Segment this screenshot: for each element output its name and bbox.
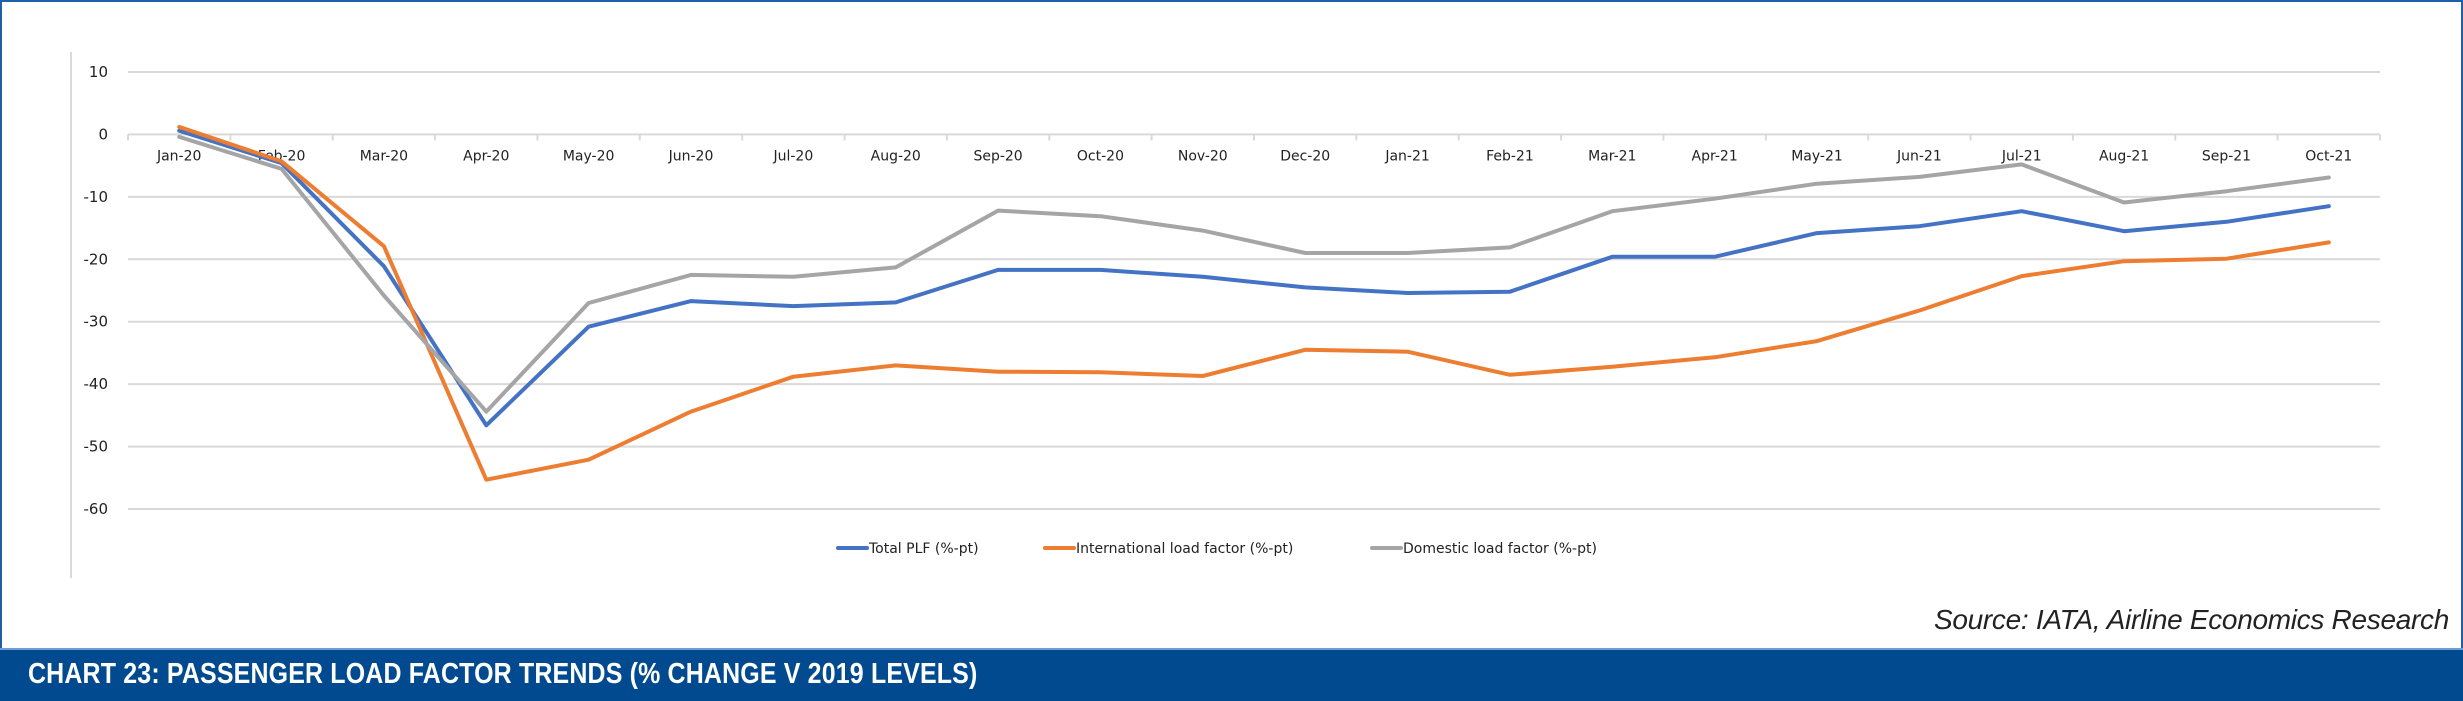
x-tick-label: Apr-20 [463, 148, 509, 164]
x-tick-label: Apr-21 [1692, 148, 1738, 164]
x-tick-label: Aug-21 [2099, 148, 2149, 164]
legend-label: International load factor (%-pt) [1076, 541, 1293, 557]
chart-title-bar: CHART 23: PASSENGER LOAD FACTOR TRENDS (… [0, 648, 2463, 701]
x-tick-label: Jul-20 [772, 148, 813, 164]
chart-title: CHART 23: PASSENGER LOAD FACTOR TRENDS (… [28, 658, 978, 690]
y-axis-ticks: 10 0 -10 -20 -30 -40 -50 -60 [84, 63, 109, 518]
gridlines [128, 71, 2380, 510]
x-tick-label: Feb-21 [1486, 148, 1534, 164]
x-tick-label: Sep-20 [973, 148, 1022, 164]
x-tick-label: May-21 [1791, 148, 1843, 164]
series-line-2 [177, 124, 2331, 482]
y-tick-label: -40 [84, 375, 109, 393]
y-tick-label: -50 [84, 438, 109, 456]
x-tick-label: Jul-21 [2001, 148, 2042, 164]
x-tick-label: May-20 [563, 148, 615, 164]
y-tick-label: -30 [84, 313, 109, 331]
legend-label: Domestic load factor (%-pt) [1403, 541, 1597, 557]
x-tick-label: Jun-20 [668, 148, 714, 164]
x-tick-label: Dec-20 [1280, 148, 1330, 164]
y-tick-label: -60 [84, 500, 109, 518]
source-note: Source: IATA, Airline Economics Research [1933, 604, 2449, 635]
line-chart: 100-10-20-30-40-50-60 Jan-20 Feb-20 Mar-20… [70, 52, 2381, 578]
y-tick-label: 0 [98, 125, 108, 143]
series-line-3 [177, 134, 2331, 414]
legend-label: Total PLF (%-pt) [868, 541, 979, 557]
y-tick-label: 10 [89, 63, 108, 81]
x-tick-label: Jan-21 [1384, 148, 1429, 164]
x-tick-label: Mar-20 [360, 148, 408, 164]
legend: Total PLF (%-pt) International load facto… [836, 541, 1597, 557]
x-tick-label: Sep-21 [2202, 148, 2251, 164]
x-tick-label: Jun-21 [1896, 148, 1942, 164]
x-tick-label: Mar-21 [1588, 148, 1636, 164]
x-tick-label: Nov-20 [1178, 148, 1228, 164]
x-tick-label: Jan-20 [156, 148, 201, 164]
x-tick-label: Oct-21 [2305, 148, 2352, 164]
series-line-1 [177, 128, 2331, 428]
y-tick-label: -10 [84, 188, 109, 206]
x-axis: Jan-20 Feb-20 Mar-20 Apr-20 May-20 Jun-20 Jul-… [127, 134, 2381, 164]
series-lines [177, 124, 2331, 482]
x-tick-label: Oct-20 [1077, 148, 1124, 164]
x-tick-label: Aug-20 [871, 148, 921, 164]
y-tick-label: -20 [84, 250, 109, 268]
